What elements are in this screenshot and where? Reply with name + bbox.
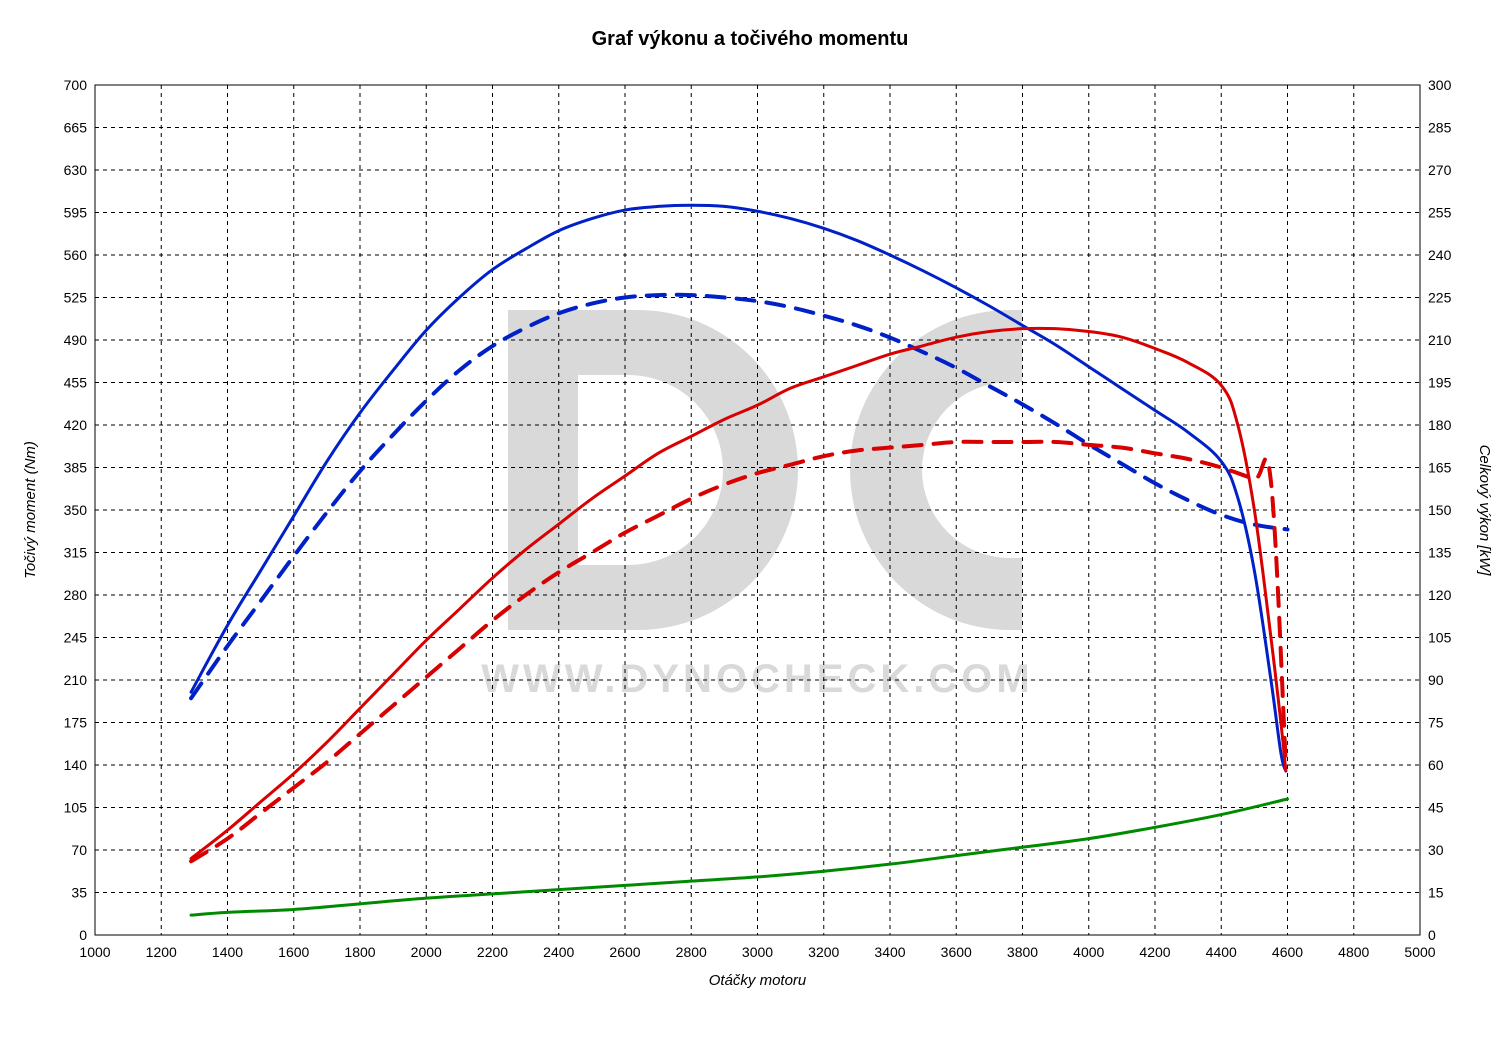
svg-text:3000: 3000 bbox=[742, 944, 773, 960]
svg-text:90: 90 bbox=[1428, 672, 1444, 688]
svg-text:30: 30 bbox=[1428, 842, 1444, 858]
svg-text:280: 280 bbox=[64, 587, 88, 603]
svg-text:4800: 4800 bbox=[1338, 944, 1369, 960]
svg-text:4400: 4400 bbox=[1206, 944, 1237, 960]
svg-text:525: 525 bbox=[64, 290, 88, 306]
series-losses_solid bbox=[191, 799, 1287, 915]
svg-text:255: 255 bbox=[1428, 205, 1452, 221]
svg-text:1600: 1600 bbox=[278, 944, 309, 960]
svg-text:120: 120 bbox=[1428, 587, 1452, 603]
svg-text:1200: 1200 bbox=[146, 944, 177, 960]
svg-text:270: 270 bbox=[1428, 162, 1452, 178]
svg-text:665: 665 bbox=[64, 120, 88, 136]
svg-text:15: 15 bbox=[1428, 885, 1444, 901]
svg-text:300: 300 bbox=[1428, 77, 1452, 93]
svg-text:490: 490 bbox=[64, 332, 88, 348]
svg-text:210: 210 bbox=[1428, 332, 1452, 348]
svg-text:180: 180 bbox=[1428, 417, 1452, 433]
svg-text:150: 150 bbox=[1428, 502, 1452, 518]
svg-text:195: 195 bbox=[1428, 375, 1452, 391]
svg-text:3600: 3600 bbox=[941, 944, 972, 960]
y-right-axis-label: Celkový výkon [kW] bbox=[1476, 445, 1493, 577]
svg-text:75: 75 bbox=[1428, 715, 1444, 731]
svg-text:2400: 2400 bbox=[543, 944, 574, 960]
svg-text:225: 225 bbox=[1428, 290, 1452, 306]
svg-text:35: 35 bbox=[71, 885, 87, 901]
svg-text:0: 0 bbox=[1428, 927, 1436, 943]
svg-text:165: 165 bbox=[1428, 460, 1452, 476]
svg-text:560: 560 bbox=[64, 247, 88, 263]
svg-text:5000: 5000 bbox=[1404, 944, 1435, 960]
svg-text:60: 60 bbox=[1428, 757, 1444, 773]
svg-text:140: 140 bbox=[64, 757, 88, 773]
svg-text:385: 385 bbox=[64, 460, 88, 476]
dyno-chart: WWW.DYNOCHECK.COM10001200140016001800200… bbox=[0, 0, 1500, 1041]
svg-text:350: 350 bbox=[64, 502, 88, 518]
svg-text:3400: 3400 bbox=[874, 944, 905, 960]
svg-text:135: 135 bbox=[1428, 545, 1452, 561]
svg-text:210: 210 bbox=[64, 672, 88, 688]
svg-text:285: 285 bbox=[1428, 120, 1452, 136]
svg-text:2800: 2800 bbox=[676, 944, 707, 960]
svg-text:240: 240 bbox=[1428, 247, 1452, 263]
x-axis-label: Otáčky motoru bbox=[709, 972, 807, 989]
chart-title: Graf výkonu a točivého momentu bbox=[592, 28, 909, 50]
svg-text:700: 700 bbox=[64, 77, 88, 93]
svg-text:70: 70 bbox=[71, 842, 87, 858]
y-left-axis-label: Točivý moment (Nm) bbox=[22, 441, 39, 579]
chart-container: WWW.DYNOCHECK.COM10001200140016001800200… bbox=[0, 0, 1500, 1041]
svg-text:45: 45 bbox=[1428, 800, 1444, 816]
svg-text:4000: 4000 bbox=[1073, 944, 1104, 960]
svg-text:105: 105 bbox=[1428, 630, 1452, 646]
svg-text:1000: 1000 bbox=[79, 944, 110, 960]
svg-text:0: 0 bbox=[79, 927, 87, 943]
svg-text:4200: 4200 bbox=[1139, 944, 1170, 960]
svg-text:2000: 2000 bbox=[411, 944, 442, 960]
svg-text:4600: 4600 bbox=[1272, 944, 1303, 960]
svg-text:245: 245 bbox=[64, 630, 88, 646]
svg-text:2600: 2600 bbox=[609, 944, 640, 960]
svg-text:455: 455 bbox=[64, 375, 88, 391]
svg-text:595: 595 bbox=[64, 205, 88, 221]
svg-text:420: 420 bbox=[64, 417, 88, 433]
svg-text:2200: 2200 bbox=[477, 944, 508, 960]
svg-text:3200: 3200 bbox=[808, 944, 839, 960]
svg-text:315: 315 bbox=[64, 545, 88, 561]
svg-text:3800: 3800 bbox=[1007, 944, 1038, 960]
svg-text:1800: 1800 bbox=[344, 944, 375, 960]
svg-text:175: 175 bbox=[64, 715, 88, 731]
svg-text:105: 105 bbox=[64, 800, 88, 816]
svg-text:630: 630 bbox=[64, 162, 88, 178]
svg-text:1400: 1400 bbox=[212, 944, 243, 960]
